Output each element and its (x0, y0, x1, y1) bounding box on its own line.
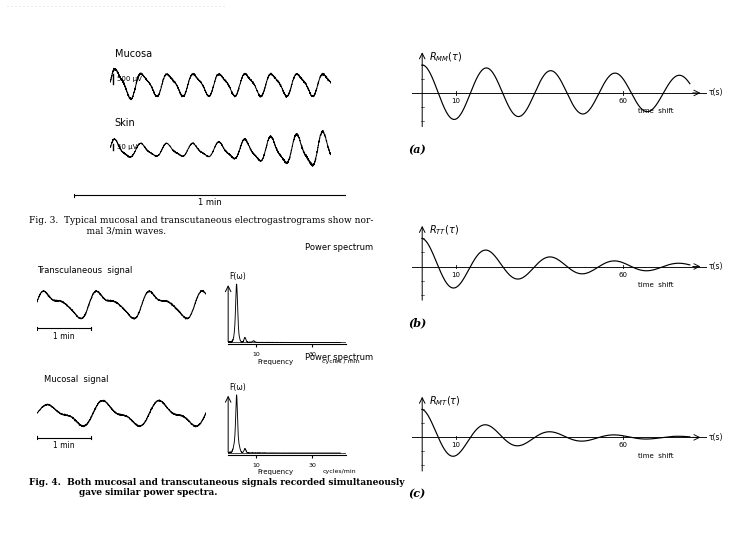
Text: 10: 10 (451, 272, 460, 278)
Text: time  shift: time shift (637, 108, 673, 114)
Text: 60: 60 (618, 272, 627, 278)
Text: Fig. 3.  Typical mucosal and transcutaneous electrogastrograms show nor-
       : Fig. 3. Typical mucosal and transcutaneo… (29, 216, 374, 235)
Text: F(ω): F(ω) (230, 383, 247, 391)
Text: 10: 10 (451, 98, 460, 104)
Text: time  shift: time shift (637, 282, 673, 288)
Text: 1 min: 1 min (198, 198, 222, 207)
Text: 1 min: 1 min (53, 441, 74, 450)
Text: 1 min: 1 min (53, 332, 74, 341)
Text: cycles / min: cycles / min (322, 358, 360, 364)
Text: Frequency: Frequency (258, 469, 294, 475)
Text: Mucosal  signal: Mucosal signal (43, 375, 108, 384)
Text: (a): (a) (408, 144, 426, 155)
Text: $R_{MM}(\tau)$: $R_{MM}(\tau)$ (429, 50, 462, 64)
Text: Mucosa: Mucosa (115, 49, 152, 59)
Text: 50 μV: 50 μV (117, 144, 138, 151)
Text: τ(s): τ(s) (708, 433, 723, 442)
Text: $R_{TT}(\tau)$: $R_{TT}(\tau)$ (429, 224, 459, 238)
Text: 10: 10 (451, 443, 460, 449)
Text: 60: 60 (618, 98, 627, 104)
Text: . . . . . . . . . . . . . . . . . . . . . . . . . . . . . . . . . . . . . . . . : . . . . . . . . . . . . . . . . . . . . … (7, 3, 227, 7)
Text: 500 μV: 500 μV (117, 76, 142, 82)
Text: F(ω): F(ω) (230, 272, 247, 281)
Text: $R_{MT}(\tau)$: $R_{MT}(\tau)$ (429, 395, 461, 409)
Text: Fig. 4.  Both mucosal and transcutaneous signals recorded simultaneously
       : Fig. 4. Both mucosal and transcutaneous … (29, 478, 405, 497)
Text: Frequency: Frequency (258, 358, 294, 365)
Text: time  shift: time shift (637, 453, 673, 459)
Text: Transculaneous  signal: Transculaneous signal (37, 266, 132, 275)
Text: 60: 60 (618, 443, 627, 449)
Text: τ(s): τ(s) (708, 262, 723, 271)
Text: Power spectrum: Power spectrum (305, 242, 373, 252)
Text: (b): (b) (408, 318, 427, 329)
Text: (c): (c) (408, 489, 425, 500)
Text: Power spectrum: Power spectrum (305, 353, 373, 362)
Text: τ(s): τ(s) (708, 89, 723, 97)
Text: cycles/min: cycles/min (322, 469, 356, 474)
Text: Skin: Skin (115, 118, 135, 128)
